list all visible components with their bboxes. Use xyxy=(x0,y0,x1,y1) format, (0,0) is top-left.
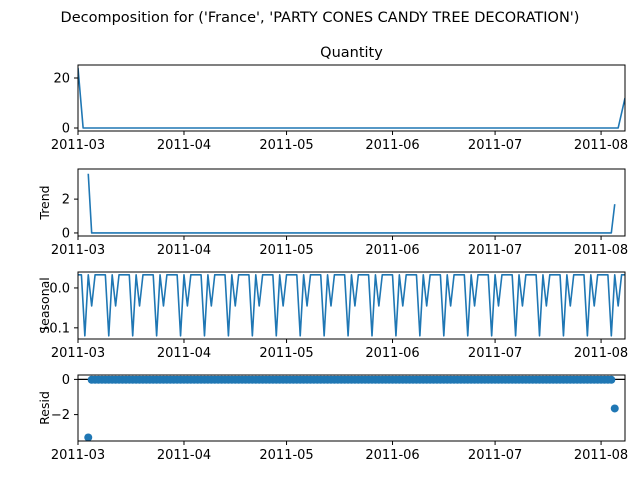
y-axis-label: Resid xyxy=(37,391,52,425)
x-tick-label: 2011-07 xyxy=(468,448,522,463)
x-tick-label: 2011-05 xyxy=(259,448,313,463)
x-tick-label: 2011-08 xyxy=(574,448,628,463)
resid-outlier-point xyxy=(610,404,619,413)
x-tick-label: 2011-03 xyxy=(51,346,105,361)
x-tick-label: 2011-08 xyxy=(574,346,628,361)
x-tick-label: 2011-06 xyxy=(365,448,419,463)
x-tick-label: 2011-07 xyxy=(468,138,522,153)
y-tick-label: 0.0 xyxy=(49,281,70,296)
y-axis-label: Trend xyxy=(37,185,52,220)
resid-outlier-point xyxy=(84,433,93,441)
y-axis-label: Seasonal xyxy=(37,277,52,334)
x-tick-label: 2011-06 xyxy=(365,243,419,258)
y-tick-label: −0.1 xyxy=(38,321,70,336)
plot-area xyxy=(87,173,616,234)
x-tick-label: 2011-06 xyxy=(365,138,419,153)
x-tick-label: 2011-04 xyxy=(157,243,211,258)
panel-seasonal: 0.0 −0.1 2011-03 2011-04 2011-05 2011-06 2011-… xyxy=(37,271,628,361)
y-tick-label: −2 xyxy=(51,408,70,423)
y-tick-label: 20 xyxy=(53,72,70,87)
x-tick-label: 2011-05 xyxy=(259,243,313,258)
resid-point xyxy=(607,375,616,384)
x-tick-label: 2011-07 xyxy=(468,346,522,361)
panel-title: Quantity xyxy=(320,45,383,61)
x-tick-label: 2011-08 xyxy=(574,138,628,153)
panel-observed: 0 20 2011-03 2011-04 2011-05 2011-06 2011-07 20… xyxy=(51,45,628,153)
y-tick-label: 0 xyxy=(62,122,70,137)
plot-area xyxy=(78,67,625,129)
trend-series-line xyxy=(87,173,616,234)
plot-area xyxy=(78,273,625,337)
panel-trend: 0 2 2011-03 2011-04 2011-05 2011-06 2011-07 201… xyxy=(37,168,628,258)
observed-series-line xyxy=(78,67,625,129)
axes-frame xyxy=(77,374,626,442)
x-tick-label: 2011-04 xyxy=(157,346,211,361)
axes-frame xyxy=(77,64,626,132)
x-tick-label: 2011-03 xyxy=(51,243,105,258)
x-tick-label: 2011-03 xyxy=(51,138,105,153)
plot-area xyxy=(78,375,625,441)
x-tick-label: 2011-07 xyxy=(468,243,522,258)
axes-frame xyxy=(77,271,626,340)
x-tick-label: 2011-03 xyxy=(51,448,105,463)
x-tick-label: 2011-05 xyxy=(259,138,313,153)
y-tick-label: 0 xyxy=(62,226,70,241)
x-tick-label: 2011-08 xyxy=(574,243,628,258)
x-tick-label: 2011-04 xyxy=(157,138,211,153)
x-tick-label: 2011-04 xyxy=(157,448,211,463)
figure-title: Decomposition for ('France', 'PARTY CONE… xyxy=(61,10,580,26)
seasonal-series-line xyxy=(78,273,625,337)
x-tick-label: 2011-06 xyxy=(365,346,419,361)
panel-resid: 0 −2 2011-03 2011-04 2011-05 2011-06 2011-07 20… xyxy=(37,373,628,463)
axes-frame xyxy=(77,168,626,237)
y-tick-label: 2 xyxy=(62,193,70,208)
x-tick-label: 2011-05 xyxy=(259,346,313,361)
y-tick-label: 0 xyxy=(62,373,70,388)
